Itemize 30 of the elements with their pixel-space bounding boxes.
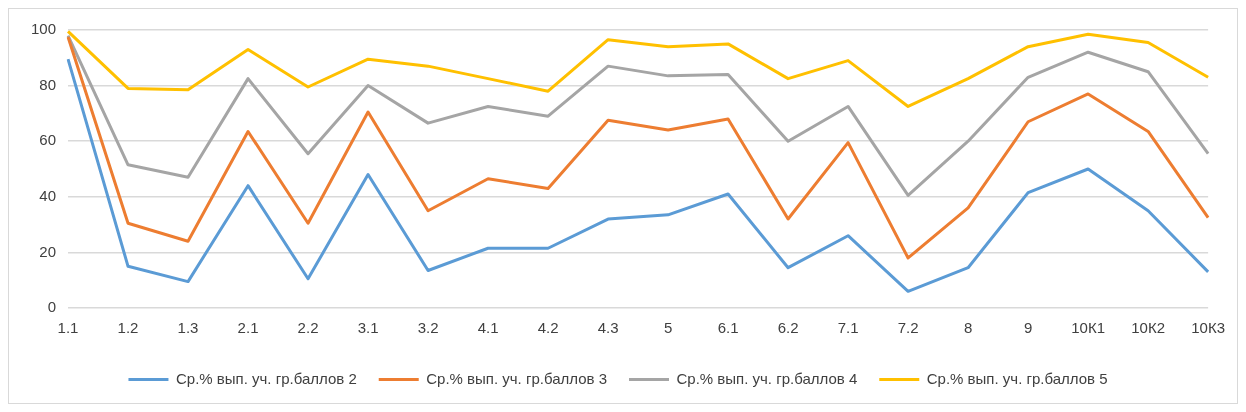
x-tick-label: 3.1 bbox=[357, 319, 379, 337]
x-tick-label: 2.1 bbox=[237, 319, 259, 337]
x-tick-label: 7.2 bbox=[897, 319, 919, 337]
x-tick-label: 10К1 bbox=[1071, 319, 1105, 337]
y-tick-label: 0 bbox=[47, 298, 57, 316]
x-tick-label: 8 bbox=[963, 319, 973, 337]
x-tick-label: 7.1 bbox=[837, 319, 859, 337]
x-tick-label: 3.2 bbox=[417, 319, 439, 337]
legend-label: Ср.% вып. уч. гр.баллов 5 bbox=[926, 369, 1108, 387]
x-tick-label: 6.1 bbox=[717, 319, 739, 337]
x-tick-label: 1.2 bbox=[117, 319, 139, 337]
y-tick-label: 20 bbox=[39, 242, 57, 260]
x-tick-label: 4.3 bbox=[597, 319, 619, 337]
x-tick-label: 6.2 bbox=[777, 319, 799, 337]
y-tick-label: 40 bbox=[39, 186, 57, 204]
x-tick-label: 2.2 bbox=[297, 319, 319, 337]
legend-label: Ср.% вып. уч. гр.баллов 2 bbox=[175, 369, 357, 387]
legend-label: Ср.% вып. уч. гр.баллов 4 bbox=[676, 369, 858, 387]
x-tick-label: 4.2 bbox=[537, 319, 559, 337]
x-tick-label: 1.3 bbox=[177, 319, 199, 337]
y-tick-label: 80 bbox=[39, 75, 57, 93]
x-tick-label: 10К3 bbox=[1191, 319, 1225, 337]
x-tick-label: 1.1 bbox=[57, 319, 79, 337]
legend-label: Ср.% вып. уч. гр.баллов 3 bbox=[426, 369, 608, 387]
y-tick-label: 60 bbox=[39, 131, 57, 149]
x-tick-label: 5 bbox=[663, 319, 673, 337]
y-tick-label: 100 bbox=[31, 20, 57, 38]
x-tick-label: 10К2 bbox=[1131, 319, 1165, 337]
x-tick-label: 9 bbox=[1023, 319, 1033, 337]
x-tick-label: 4.1 bbox=[477, 319, 499, 337]
